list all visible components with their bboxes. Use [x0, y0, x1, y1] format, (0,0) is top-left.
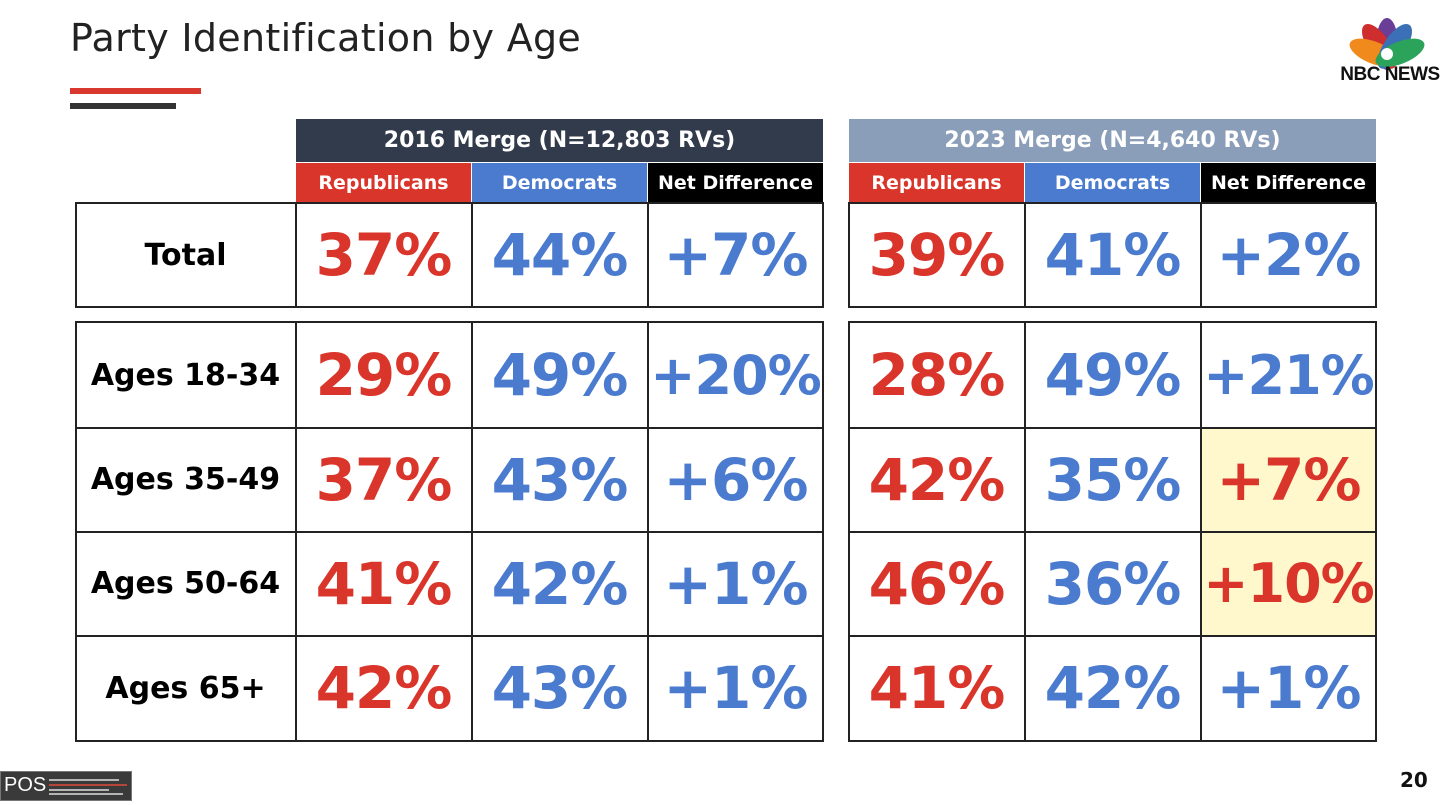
page-number: 20 — [1400, 768, 1428, 792]
table-total-2023-frame — [848, 202, 1377, 308]
cell-2016-net-35-49: +6% — [663, 445, 808, 514]
grid-line — [295, 203, 297, 307]
col-header-2016-democrats: Democrats — [472, 163, 647, 203]
group-header-2016: 2016 Merge (N=12,803 RVs) — [296, 119, 823, 162]
cell-2016-rep-35-49: 37% — [315, 445, 453, 514]
col-header-2016-republicans: Republicans — [296, 163, 471, 203]
row-label-65-plus: Ages 65+ — [105, 670, 266, 706]
col-header-2016-net: Net Difference — [648, 163, 823, 203]
cell-2016-net-18-34: +20% — [650, 343, 822, 407]
cell-2023-net-35-49: +7% — [1216, 445, 1361, 514]
cell-2023-net-18-34: +21% — [1203, 343, 1375, 407]
grid-line — [76, 531, 823, 533]
col-header-2023-net: Net Difference — [1201, 163, 1376, 203]
grid-line — [647, 203, 649, 307]
cell-2016-rep-65-plus: 42% — [315, 654, 453, 722]
grid-line — [1200, 203, 1202, 307]
grid-line — [1024, 203, 1026, 307]
grid-line — [76, 427, 823, 429]
cell-2023-net-total: +2% — [1216, 221, 1361, 289]
footer-lines-icon — [49, 779, 127, 795]
grid-line — [76, 635, 823, 637]
page-title: Party Identification by Age — [70, 16, 582, 60]
cell-2016-rep-18-34: 29% — [315, 341, 453, 409]
title-accent-red — [70, 88, 201, 94]
cell-2016-rep-50-64: 41% — [315, 549, 453, 618]
col-header-2023-republicans: Republicans — [849, 163, 1024, 203]
row-label-total: Total — [144, 237, 227, 273]
cell-2023-dem-35-49: 35% — [1044, 445, 1182, 514]
grid-line — [849, 427, 1376, 429]
cell-2016-dem-35-49: 43% — [491, 445, 629, 514]
footer-logo-text: POS — [4, 774, 47, 796]
cell-2016-dem-65-plus: 43% — [491, 654, 629, 722]
cell-2016-net-total: +7% — [663, 221, 808, 289]
cell-2023-dem-50-64: 36% — [1044, 549, 1182, 618]
cell-2023-rep-50-64: 46% — [868, 549, 1006, 618]
group-header-2023: 2023 Merge (N=4,640 RVs) — [849, 119, 1376, 162]
grid-line — [849, 531, 1376, 533]
row-label-35-49: Ages 35-49 — [90, 462, 281, 497]
brand-logo-text: NBC NEWS — [1340, 64, 1440, 85]
cell-2023-net-50-64: +10% — [1203, 552, 1375, 615]
cell-2023-rep-65-plus: 41% — [868, 654, 1006, 722]
footer-logo: POS — [0, 771, 132, 801]
cell-2016-dem-18-34: 49% — [491, 341, 629, 409]
title-accent-dark — [70, 103, 176, 109]
cell-2016-net-50-64: +1% — [663, 549, 808, 618]
col-header-2023-democrats: Democrats — [1025, 163, 1200, 203]
row-label-18-34: Ages 18-34 — [90, 357, 281, 393]
cell-2023-rep-total: 39% — [868, 221, 1006, 289]
cell-2023-dem-65-plus: 42% — [1044, 654, 1182, 722]
cell-2016-dem-total: 44% — [491, 221, 629, 289]
cell-2016-dem-50-64: 42% — [491, 549, 629, 618]
peacock-logo-icon — [1349, 18, 1425, 70]
cell-2016-net-65-plus: +1% — [663, 654, 808, 722]
table-total-2016-frame — [75, 202, 824, 308]
highlight-cell — [1201, 532, 1376, 635]
cell-2023-rep-35-49: 42% — [868, 445, 1006, 514]
cell-2023-dem-18-34: 49% — [1044, 341, 1182, 409]
cell-2023-dem-total: 41% — [1044, 221, 1182, 289]
cell-2016-rep-total: 37% — [315, 221, 453, 289]
grid-line — [849, 635, 1376, 637]
cell-2023-net-65-plus: +1% — [1216, 654, 1361, 722]
row-label-50-64: Ages 50-64 — [90, 566, 281, 601]
highlight-cell — [1201, 428, 1376, 531]
cell-2023-rep-18-34: 28% — [868, 341, 1006, 409]
grid-line — [471, 203, 473, 307]
